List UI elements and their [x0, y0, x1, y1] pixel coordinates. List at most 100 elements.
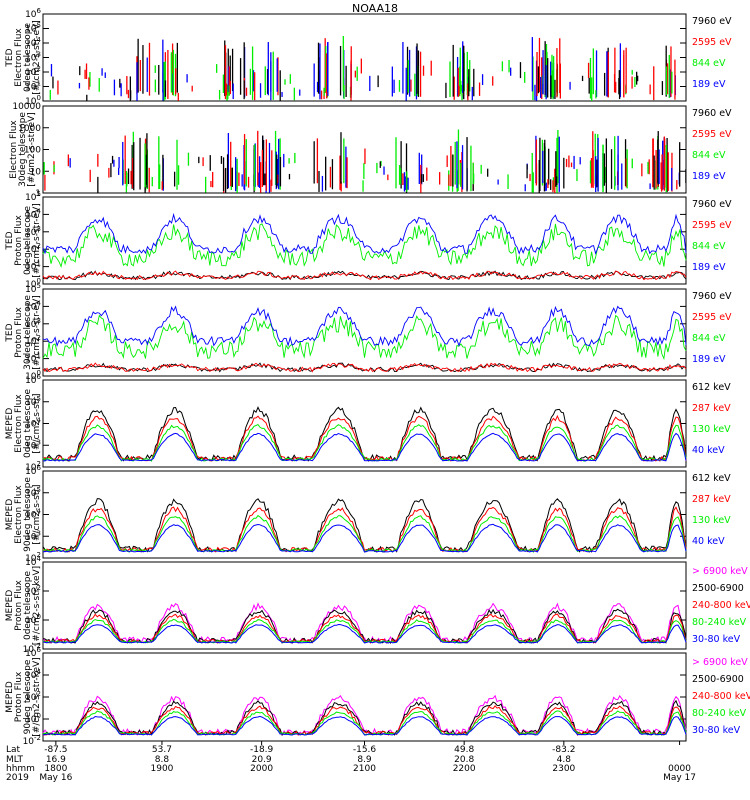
- x-tick-label: 49.8: [454, 745, 474, 755]
- legend-entry: 7960 eV: [692, 16, 732, 27]
- data-marks: [42, 498, 687, 553]
- y-tick-label: 102: [25, 65, 41, 78]
- y-axis-label: MEPED: [5, 408, 15, 440]
- y-tick-label: 102: [25, 690, 41, 703]
- legend-entry: 40 keV: [692, 536, 725, 547]
- y-axis-label: TED: [5, 48, 15, 67]
- legend-entry: 844 eV: [692, 333, 726, 344]
- y-tick-label: 106: [25, 646, 41, 659]
- panel-frame: [42, 196, 687, 285]
- y-tick-label: 103: [25, 438, 41, 451]
- legend-entry: 2500-6900: [692, 583, 744, 594]
- y-axis-label: MEPED: [5, 499, 15, 531]
- y-tick-label: 105: [25, 190, 41, 203]
- flux-series-line: [42, 498, 687, 553]
- x-tick-label: 20.8: [454, 755, 474, 765]
- y-tick-label: 104: [25, 299, 41, 312]
- flux-series-line: [42, 314, 687, 361]
- legend-entry: 2595 eV: [692, 220, 732, 231]
- flux-series-line: [42, 406, 687, 462]
- y-tick-label: 1: [35, 189, 41, 199]
- panel-frame: [42, 379, 687, 468]
- x-row-label: MLT: [6, 755, 24, 765]
- legend-entry: 189 eV: [692, 262, 726, 273]
- data-marks: [42, 212, 687, 281]
- flux-series-line: [42, 694, 687, 737]
- y-axis-label: 90deg telescope: [23, 659, 33, 734]
- y-axis-label: [#/cm2-s-str-eV]: [32, 20, 42, 95]
- y-axis-label: [#/cm2-s-str]: [32, 393, 42, 453]
- y-tick-label: 102: [25, 551, 41, 564]
- panel-5: 102 103 104 105 106 MEPED Electron Flux 0deg te…: [5, 373, 731, 473]
- y-axis-label: 30deg telescope: [23, 295, 33, 370]
- x-tick-label: -18.9: [250, 745, 274, 755]
- y-tick-label: 100: [25, 369, 41, 382]
- x-tick-label: 0000: [668, 764, 691, 774]
- legend-entry: 7960 eV: [692, 291, 732, 302]
- x-tick-label: 8.8: [155, 755, 170, 765]
- panel-7: 10-2 100 102 104 MEPED Proton Flux 0deg telesc…: [5, 555, 750, 655]
- data-marks: [42, 305, 687, 373]
- legend-entry: 189 eV: [692, 79, 726, 90]
- flux-series-line: [42, 715, 687, 736]
- y-axis-label: [#/cm2-s-str]: [32, 484, 42, 544]
- x-tick-label: 2200: [453, 764, 476, 774]
- legend-entry: 2500-6900: [692, 674, 744, 685]
- legend-entry: 287 keV: [692, 494, 731, 505]
- y-axis-label: [#/cm2-s-str-keV]: [32, 657, 42, 736]
- y-tick-label: 104: [25, 668, 41, 681]
- x-tick-label: 4.8: [557, 755, 572, 765]
- y-axis-label: Proton Flux: [14, 215, 24, 266]
- legend-entry: 7960 eV: [692, 199, 732, 210]
- y-tick-label: 100: [25, 94, 41, 107]
- panel-frame: [42, 652, 687, 742]
- y-tick-label: 105: [25, 282, 41, 295]
- y-tick-label: 106: [25, 373, 41, 386]
- panel-frame: [42, 288, 687, 377]
- data-marks: [43, 129, 687, 193]
- x-tick-label: 20.9: [252, 755, 272, 765]
- legend-entry: 612 keV: [692, 473, 731, 484]
- y-tick-label: 103: [25, 225, 41, 238]
- y-axis-label: [#/cm2-s-str-eV]: [32, 295, 42, 370]
- y-axis-label: MEPED: [5, 681, 15, 713]
- panel-frame: [42, 470, 687, 559]
- panel-8: 10-2 100 102 104 106 MEPED Proton Flux 90deg te…: [5, 646, 750, 747]
- y-tick-label: 104: [25, 555, 41, 568]
- x-tick-label: May 16: [39, 773, 72, 783]
- x-tick-label: 16.9: [46, 755, 66, 765]
- x-tick-label: 2300: [552, 764, 575, 774]
- y-axis-label: 0deg telescope: [23, 206, 33, 276]
- y-tick-label: 102: [25, 334, 41, 347]
- y-tick-label: 105: [25, 22, 41, 35]
- y-axis-label: Proton Flux: [14, 307, 24, 358]
- y-tick-label: 103: [25, 51, 41, 64]
- legend-entry: 844 eV: [692, 241, 726, 252]
- legend-entry: 7960 eV: [692, 108, 732, 119]
- y-axis-label: TED: [5, 231, 15, 250]
- flux-series-line: [42, 623, 687, 644]
- x-row-label: 2019: [6, 773, 29, 783]
- y-tick-label: 105: [25, 486, 41, 499]
- legend-entry: 240-800 keV: [692, 600, 750, 611]
- legend-entry: 30-80 keV: [692, 725, 741, 736]
- x-tick-label: 53.7: [152, 745, 172, 755]
- y-tick-label: 106: [25, 7, 41, 20]
- y-tick-label: 100: [25, 613, 41, 626]
- y-tick-label: 102: [25, 584, 41, 597]
- y-tick-label: 106: [25, 464, 41, 477]
- x-tick-label: -87.5: [44, 745, 67, 755]
- legend-entry: 2595 eV: [692, 129, 732, 140]
- panel-3: 100 101 102 103 104 105 TED Proton Flux 0deg tel…: [5, 190, 732, 290]
- flux-series-line: [42, 305, 687, 347]
- y-axis-label: TED: [5, 323, 15, 342]
- y-tick-label: 104: [25, 207, 41, 220]
- y-axis-label: [#/cm2-s-str-eV]: [27, 112, 37, 187]
- y-tick-label: 100: [24, 146, 41, 156]
- y-axis-label: Proton Flux: [14, 580, 24, 631]
- x-row-label: Lat: [6, 745, 21, 755]
- y-axis-label: 30deg telescope: [18, 112, 28, 187]
- y-axis-label: MEPED: [5, 590, 15, 622]
